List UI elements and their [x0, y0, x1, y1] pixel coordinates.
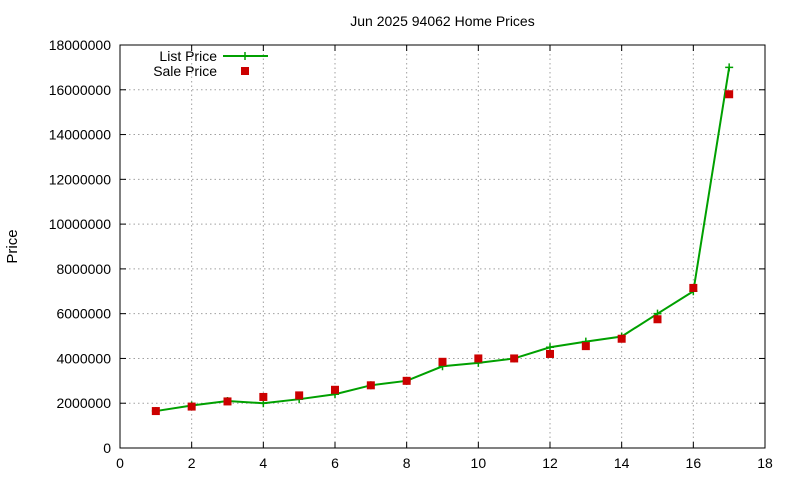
sale-price-point: [151, 407, 160, 416]
y-tick-label: 4000000: [56, 350, 111, 366]
sale-price-point: [295, 391, 304, 400]
sale-price-point: [223, 397, 232, 406]
plot-frame: [119, 44, 766, 449]
x-tick-label: 16: [686, 455, 702, 471]
y-tick-label: 16000000: [49, 82, 112, 98]
sale-price-point: [187, 402, 196, 411]
axis-ticks: 0 2 4 6 8 10 12 14 16 18 0 2000000 4000000 6000000 800…: [49, 37, 773, 471]
y-tick-label: 8000000: [56, 261, 111, 277]
y-tick-label: 18000000: [49, 37, 112, 53]
y-tick-label: 0: [103, 440, 111, 456]
sale-price-point: [689, 283, 698, 292]
x-tick-label: 6: [331, 455, 339, 471]
chart-title: Jun 2025 94062 Home Prices: [350, 13, 534, 29]
y-tick-label: 10000000: [49, 216, 112, 232]
sale-price-point: [725, 90, 734, 99]
x-tick-label: 12: [542, 455, 558, 471]
sale-price-point: [581, 342, 590, 351]
x-tick-label: 4: [259, 455, 267, 471]
legend-label-sale-price: Sale Price: [153, 63, 217, 79]
sale-price-point: [653, 315, 662, 324]
legend-marker-list-price: [241, 52, 249, 60]
sale-price-point: [331, 385, 339, 394]
x-tick-label: 2: [188, 455, 196, 471]
sale-price-point: [438, 357, 447, 366]
x-tick-label: 0: [116, 455, 124, 471]
x-tick-label: 18: [757, 455, 773, 471]
sale-price-point: [402, 376, 411, 385]
y-tick-label: 6000000: [56, 306, 111, 322]
grid-lines: [120, 45, 765, 448]
sale-price-point: [510, 354, 519, 363]
x-tick-label: 14: [614, 455, 630, 471]
y-tick-label: 2000000: [56, 395, 111, 411]
x-tick-label: 8: [403, 455, 411, 471]
series-layer: [151, 63, 734, 416]
y-tick-label: 14000000: [49, 127, 112, 143]
sale-price-point: [259, 392, 268, 401]
sale-price-point: [366, 381, 375, 390]
y-axis-label: Price: [4, 229, 21, 263]
legend-swatch-sale-price: [241, 67, 249, 75]
sale-price-point: [546, 349, 554, 358]
list-price-point: [725, 63, 734, 72]
legend: List Price Sale Price: [153, 48, 268, 79]
sale-price-point: [617, 334, 626, 343]
y-tick-label: 12000000: [49, 171, 112, 187]
sale-price-point: [474, 354, 483, 363]
legend-label-list-price: List Price: [159, 48, 217, 64]
list-price-point: [546, 343, 554, 352]
x-tick-label: 10: [471, 455, 487, 471]
